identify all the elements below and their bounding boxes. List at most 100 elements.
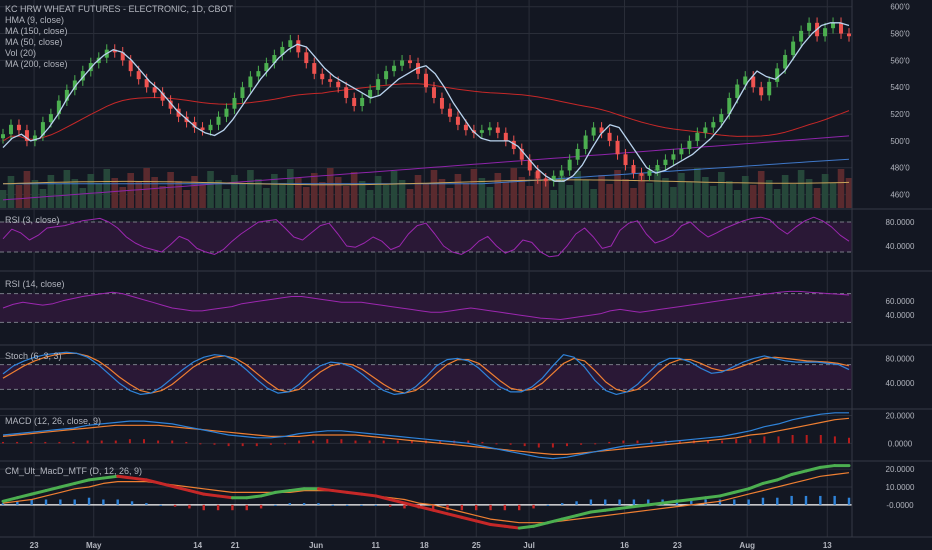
ohlc-body <box>831 22 836 29</box>
ohlc-body <box>551 175 556 182</box>
macd-histogram-bar <box>678 440 681 444</box>
volume-bar <box>334 177 342 208</box>
price-axis-label: 520'0 <box>890 110 910 119</box>
legend-ma200[interactable]: MA (200, close) <box>5 59 68 69</box>
legend-rsi3[interactable]: RSI (3, close) <box>5 215 60 225</box>
cm-macd-segment <box>101 474 120 480</box>
volume-bar <box>342 186 350 208</box>
ohlc-body <box>847 33 851 37</box>
volume-bar <box>287 169 294 208</box>
macd-histogram-bar <box>100 440 103 444</box>
legend-rsi14[interactable]: RSI (14, close) <box>5 279 65 289</box>
legend-ma150[interactable]: MA (150, close) <box>5 26 68 36</box>
price-axis-label: 20.0000 <box>886 412 915 421</box>
volume-bar <box>558 176 565 208</box>
legend-ma50[interactable]: MA (50, close) <box>5 37 63 47</box>
macd-histogram-bar <box>410 440 413 444</box>
price-axis-label: 460'0 <box>890 191 910 200</box>
ohlc-body <box>368 89 373 98</box>
price-axis[interactable]: 460'0 480'0 500'0 520'0 540'0 560'0 580'0 600'0… <box>851 0 915 537</box>
legend-vol[interactable]: Vol (20) <box>5 48 36 58</box>
volume-bar <box>821 174 829 208</box>
ohlc-body <box>384 71 389 80</box>
ohlc-body <box>160 92 165 101</box>
rsi14-line <box>2 290 850 320</box>
ohlc-body <box>424 73 428 88</box>
volume-bar <box>622 179 629 208</box>
cm-macd-segment <box>331 489 349 494</box>
cm-macd-segment <box>546 517 564 525</box>
volume-bar <box>542 181 550 208</box>
volume-bar <box>797 170 805 208</box>
cm-histogram-bar <box>474 504 478 511</box>
volume-bar <box>614 170 621 208</box>
price-axis-label: 80.0000 <box>886 354 915 363</box>
legend-stoch[interactable]: Stoch (6, 3, 3) <box>5 351 62 361</box>
price-axis-label: 40.0000 <box>886 311 915 320</box>
macd-histogram-bar <box>312 440 315 444</box>
volume-bar <box>414 175 422 208</box>
cm-macd-segment <box>216 494 234 500</box>
ohlc-body <box>567 159 572 171</box>
volume-bar <box>0 190 7 208</box>
volume-bar <box>710 186 717 208</box>
ohlc-body <box>280 46 285 56</box>
main-legend[interactable]: KC HRW WHEAT FUTURES - ELECTRONIC, 1D, C… <box>5 4 234 69</box>
cm-histogram-bar <box>804 495 808 505</box>
volume-bar <box>87 174 95 208</box>
volume-bar <box>598 175 605 208</box>
volume-bar <box>223 189 230 208</box>
volume-bar <box>23 171 31 208</box>
cm-macd-segment <box>517 524 536 530</box>
macd-histogram-bar <box>650 440 653 444</box>
cm-histogram-bar <box>44 499 48 505</box>
ohlc-body <box>312 63 317 74</box>
time-axis[interactable]: 23 May 14 21 Jun 11 18 25 Jul 16 23 Aug 13 <box>0 536 932 550</box>
ohlc-body <box>80 71 85 81</box>
macd-histogram-bar <box>833 436 836 444</box>
price-axis-label: 500'0 <box>890 137 910 146</box>
legend-cm-ult-macd[interactable]: CM_Ult_MacD_MTF (D, 12, 26, 9) <box>5 466 142 476</box>
volume-bar <box>678 173 685 208</box>
legend-hma[interactable]: HMA (9, close) <box>5 15 64 25</box>
volume-bar <box>606 184 613 208</box>
macd-histogram-bar <box>326 439 329 444</box>
ohlc-body <box>376 79 381 90</box>
volume-bar <box>630 188 637 208</box>
volume-bar <box>207 171 214 208</box>
volume-bar <box>733 190 741 208</box>
ma50-line <box>3 158 850 185</box>
macd-histogram-bar <box>44 441 47 444</box>
volume-bar <box>47 175 55 208</box>
ohlc-body <box>695 132 700 141</box>
macd-histogram-bar <box>749 439 752 444</box>
ohlc-body <box>431 87 436 98</box>
volume-bar <box>478 178 486 208</box>
legend-macd[interactable]: MACD (12, 26, close, 9) <box>5 416 101 426</box>
ohlc-body <box>336 81 341 88</box>
cm-histogram-bar <box>1 503 5 505</box>
volume-bar <box>318 182 326 208</box>
cm-histogram-bar <box>747 499 750 505</box>
volume-bar <box>725 181 733 208</box>
time-axis-label: 14 <box>193 541 202 550</box>
volume-bar <box>510 168 518 208</box>
ohlc-body <box>679 148 684 155</box>
cm-macd-segment <box>1 496 19 503</box>
ohlc-body <box>128 60 133 72</box>
cm-histogram-bar <box>159 504 162 506</box>
cm-macd-segment <box>446 512 464 519</box>
ohlc-body <box>328 79 333 82</box>
cm-histogram-bar <box>690 499 693 505</box>
price-axis-label: 80.0000 <box>886 218 915 227</box>
volume-bar <box>263 188 270 208</box>
cm-macd-segment <box>44 485 62 493</box>
cm-histogram-bar <box>388 504 392 507</box>
volume-bar <box>231 175 238 208</box>
cm-macd-segment <box>402 501 421 509</box>
ohlc-body <box>615 140 620 155</box>
symbol-title[interactable]: KC HRW WHEAT FUTURES - ELECTRONIC, 1D, C… <box>5 4 234 14</box>
cm-macd-segment <box>417 505 435 512</box>
ohlc-body <box>479 130 484 133</box>
